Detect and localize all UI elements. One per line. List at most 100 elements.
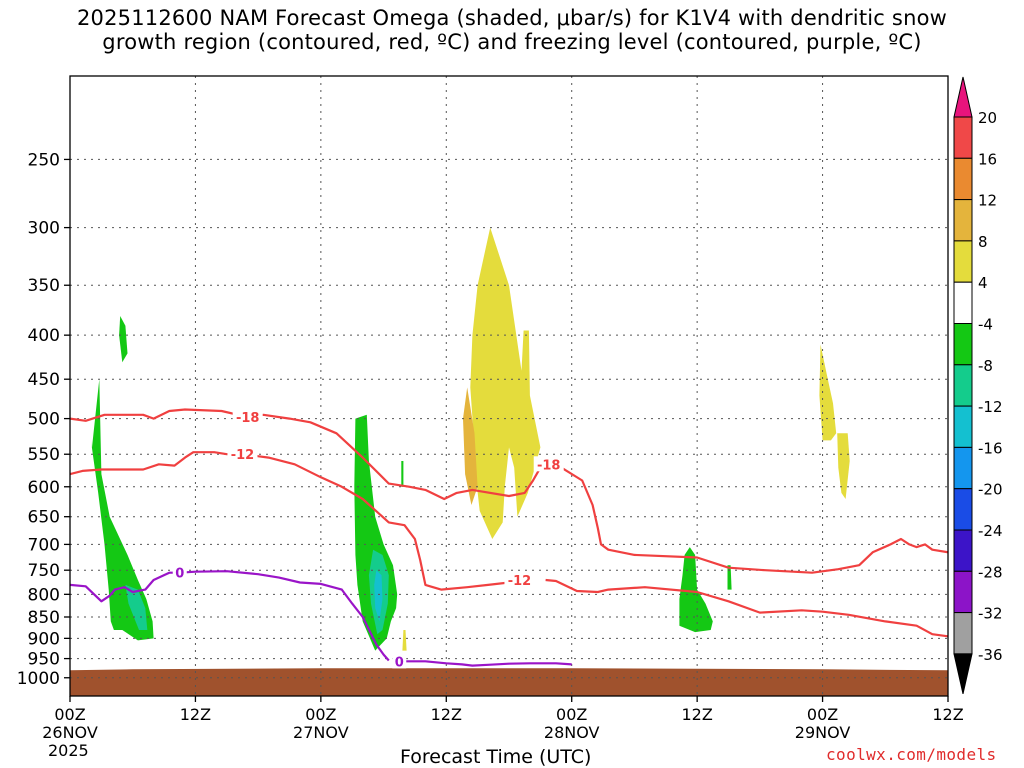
contour-label-5: 0 [395, 655, 404, 670]
contour-label-3: -12 [508, 574, 532, 589]
x-tick-label: 00Z [54, 705, 85, 724]
contour-layer: -18 -18 -12 -12 0 0 [70, 408, 948, 670]
colorbar-swatch [953, 157, 973, 201]
colorbar-swatch [953, 364, 973, 407]
x-axis-title: Forecast Time (UTC) [400, 746, 592, 768]
colorbar-label: -16 [978, 439, 1003, 457]
y-tick-label: 1000 [17, 669, 60, 689]
x-tick-year: 2025 [48, 741, 89, 760]
omega-region-10 [463, 387, 478, 505]
y-tick-label: 650 [28, 508, 60, 528]
x-tick-label: 00Z [807, 705, 838, 724]
omega-region-6 [125, 584, 148, 630]
credit-link[interactable]: coolwx.com/models [826, 745, 997, 764]
omega-region-5 [727, 565, 732, 590]
contour-label-0: -18 [236, 411, 260, 426]
contour-label-bg [392, 653, 407, 669]
x-tick-label: 12Z [681, 705, 712, 724]
y-tick-label: 250 [28, 150, 60, 170]
y-tick-label: 850 [28, 608, 60, 628]
colorbar-label: -12 [978, 398, 1003, 416]
colorbar: 20 16 12 8 4 -4 -8 -12 -16 -20 -24 -28 -32 -36 [953, 76, 1003, 695]
y-tick-label: 450 [28, 370, 60, 390]
colorbar-label: -8 [978, 357, 993, 375]
contour-label-4: 0 [175, 567, 184, 582]
colorbar-swatch [953, 199, 973, 242]
chart-title-line-1: 2025112600 NAM Forecast Omega (shaded, μ… [76, 6, 948, 30]
x-tick-date: 27NOV [293, 723, 349, 742]
contour-line-1 [548, 463, 948, 574]
x-tick-date: 26NOV [42, 723, 98, 742]
y-tick-label: 600 [28, 478, 60, 498]
x-tick-date: 29NOV [795, 723, 851, 742]
omega-region-13 [402, 630, 407, 651]
omega-region-4 [679, 547, 713, 633]
colorbar-label: -20 [978, 481, 1003, 499]
colorbar-swatch [953, 612, 973, 655]
colorbar-label: -4 [978, 316, 993, 334]
colorbar-swatch [953, 446, 973, 490]
y-tick-label: 750 [28, 561, 60, 581]
omega-region-1 [119, 316, 128, 363]
colorbar-label: -28 [978, 563, 1003, 581]
grid-layer [70, 76, 948, 696]
y-tick-label: 500 [28, 410, 60, 430]
x-tick-label: 12Z [180, 705, 211, 724]
contour-line-3 [545, 578, 948, 638]
colorbar-label: 8 [978, 233, 988, 251]
omega-shading-layer [90, 227, 850, 651]
colorbar-swatch [953, 570, 973, 614]
x-tick-date: 28NOV [544, 723, 600, 742]
colorbar-swatch [953, 529, 973, 572]
x-tick-label: 12Z [431, 705, 462, 724]
terrain-fill [70, 668, 948, 696]
colorbar-label: 20 [978, 109, 997, 127]
contour-label-bg [227, 446, 258, 462]
terrain-layer [70, 668, 948, 696]
colorbar-bottom-arrow [953, 653, 973, 695]
contour-line-0 [70, 408, 542, 501]
plot-frame [69, 75, 949, 697]
contour-label-bg [232, 409, 263, 425]
colorbar-top-arrow [953, 76, 973, 118]
omega-region-12 [837, 433, 850, 499]
omega-region-11 [819, 344, 837, 441]
colorbar-label: 12 [978, 192, 997, 210]
colorbar-label: -32 [978, 605, 1003, 623]
colorbar-swatch [953, 116, 973, 159]
contour-label-bg [533, 456, 564, 472]
contour-line-2 [70, 451, 520, 591]
contour-label-bg [172, 564, 187, 580]
contour-label-bg [504, 572, 535, 588]
chart-title: 2025112600 NAM Forecast Omega (shaded, μ… [0, 6, 1024, 54]
colorbar-swatch [953, 323, 973, 366]
omega-region-3 [401, 461, 404, 487]
colorbar-label: -36 [978, 646, 1003, 664]
colorbar-swatch [953, 240, 973, 283]
y-tick-label: 900 [28, 629, 60, 649]
contour-label-1: -18 [537, 458, 561, 473]
axes-layer: 2503003504004505005506006507007508008509… [17, 75, 964, 760]
colorbar-swatch [953, 405, 973, 448]
y-tick-label: 300 [28, 219, 60, 239]
y-tick-label: 800 [28, 585, 60, 605]
x-tick-label: 00Z [556, 705, 587, 724]
y-tick-label: 400 [28, 326, 60, 346]
colorbar-label: 16 [978, 150, 997, 168]
colorbar-label: -24 [978, 522, 1003, 540]
x-tick-label: 12Z [932, 705, 963, 724]
y-tick-label: 350 [28, 276, 60, 296]
contour-line-5 [399, 660, 572, 667]
omega-region-8 [374, 570, 383, 622]
x-tick-label: 00Z [305, 705, 336, 724]
colorbar-swatch [953, 488, 973, 531]
y-tick-label: 700 [28, 535, 60, 555]
omega-region-9 [470, 227, 541, 539]
y-tick-label: 950 [28, 650, 60, 670]
colorbar-swatch [953, 281, 973, 325]
contour-line-4 [70, 570, 390, 662]
colorbar-label: 4 [978, 274, 988, 292]
contour-label-2: -12 [231, 448, 255, 463]
y-tick-label: 550 [28, 445, 60, 465]
